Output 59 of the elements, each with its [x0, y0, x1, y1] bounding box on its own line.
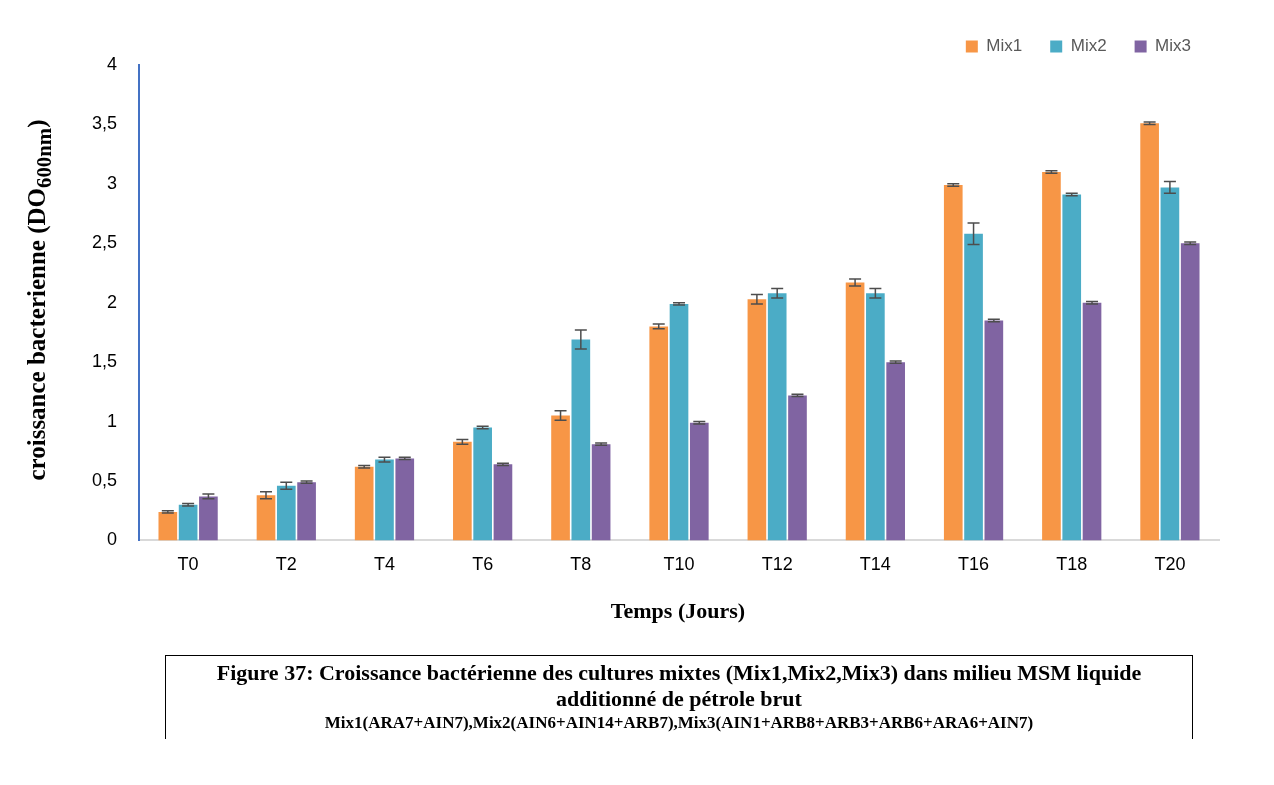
bar [1062, 194, 1082, 541]
y-tick-label: 2,5 [91, 232, 118, 253]
bar [1160, 187, 1180, 541]
bar [591, 444, 611, 541]
y-tick-label: 1,5 [91, 351, 118, 372]
bar [1180, 243, 1200, 541]
bar [354, 466, 374, 541]
x-tick-label: T16 [958, 554, 990, 575]
x-tick-label: T12 [761, 554, 793, 575]
bar [199, 496, 218, 541]
bar [1140, 123, 1159, 541]
y-tick-label: 4 [107, 53, 118, 74]
y-tick-label: 1 [107, 410, 118, 431]
x-tick-label: T2 [275, 554, 297, 575]
bar [984, 320, 1004, 541]
x-tick-label: T4 [373, 554, 395, 575]
x-tick-label: T10 [663, 554, 695, 575]
bar [297, 482, 316, 541]
bar [276, 485, 296, 541]
bar [453, 441, 472, 541]
bar [473, 427, 492, 541]
bar [866, 293, 885, 541]
bar [256, 495, 276, 541]
y-tick-label: 2 [107, 291, 118, 312]
text: Mix1(ARA7+AIN7),Mix2(AIN6+AIN14+ARB7),Mix3(AIN1+ARB8+ARB3+ARB6+ARA6+AIN7) [323, 712, 1035, 733]
bar [669, 303, 689, 541]
x-tick-label: T18 [1056, 554, 1088, 575]
bar [788, 395, 807, 541]
y-tick-label: 3,5 [91, 113, 118, 134]
caption: Figure 37: Croissance bactérienne des cultures mixtes (Mix1,Mix2,Mix3) dans milieu MSM liquide additionné de pétrole brut [215, 660, 1143, 712]
x-tick-label: T20 [1154, 554, 1186, 575]
legend-label: Mix3 [1155, 36, 1192, 56]
bar [551, 415, 570, 541]
legend-label: Mix2 [1070, 36, 1107, 56]
bar [158, 511, 178, 541]
bar [943, 185, 963, 541]
x-tick-label: T0 [177, 554, 199, 575]
x-tick-label: T6 [472, 554, 494, 575]
bar [886, 362, 905, 541]
legend-label: Mix1 [986, 36, 1023, 56]
bar [649, 326, 669, 541]
bar [493, 464, 513, 541]
y-tick-label: 0 [107, 529, 118, 550]
bar [767, 293, 787, 541]
bar [845, 282, 865, 541]
bar [178, 504, 198, 541]
bar [375, 459, 394, 541]
y-tick-label: 0,5 [91, 469, 118, 490]
x-axis-title: Temps (Jours) [609, 598, 747, 624]
bar [395, 458, 415, 541]
bar [571, 339, 591, 541]
bar [1042, 171, 1061, 541]
y-tick-label: 3 [107, 172, 118, 193]
bar [964, 233, 983, 541]
bar [747, 299, 767, 541]
x-tick-label: T8 [570, 554, 592, 575]
bar [689, 422, 709, 541]
bar [1082, 302, 1102, 541]
x-tick-label: T14 [859, 554, 891, 575]
